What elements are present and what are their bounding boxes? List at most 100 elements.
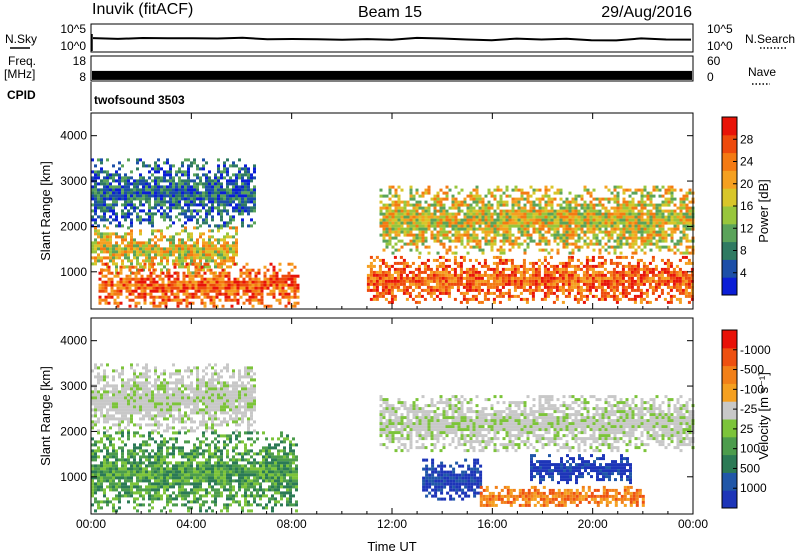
echo-cell: [559, 233, 563, 237]
echo-cell: [110, 292, 114, 296]
echo-cell: [409, 248, 413, 252]
echo-cell: [91, 176, 94, 180]
echo-cell: [532, 188, 536, 192]
echo-cell: [160, 194, 163, 198]
echo-cell: [576, 297, 580, 301]
freq-right-tick-bottom: 0: [707, 70, 714, 84]
echo-cell: [540, 288, 544, 292]
echo-cell: [453, 282, 457, 286]
echo-cell: [214, 179, 217, 183]
echo-cell: [106, 176, 109, 180]
echo-cell: [142, 399, 145, 403]
echo-cell: [496, 215, 500, 219]
echo-cell: [547, 209, 551, 213]
echo-cell: [172, 203, 175, 207]
echo-cell: [200, 301, 204, 305]
echo-cell: [610, 206, 614, 210]
echo-cell: [181, 179, 184, 183]
echo-cell: [109, 426, 112, 430]
echo-cell: [406, 221, 410, 225]
echo-cell: [415, 215, 419, 219]
echo-cell: [660, 258, 664, 262]
echo-cell: [609, 288, 613, 292]
echo-cell: [217, 241, 220, 245]
echo-cell: [502, 230, 506, 234]
echo-cell: [472, 200, 476, 204]
echo-cell: [139, 408, 142, 412]
echo-cell: [639, 297, 643, 301]
echo-cell: [221, 292, 225, 296]
echo-cell: [242, 280, 246, 284]
echo-cell: [232, 235, 235, 239]
echo-cell: [181, 259, 184, 263]
echo-cell: [543, 270, 547, 274]
echo-cell: [442, 215, 446, 219]
echo-cell: [616, 209, 620, 213]
echo-cell: [163, 215, 166, 219]
echo-cell: [679, 242, 683, 246]
echo-cell: [544, 236, 548, 240]
echo-cell: [541, 236, 545, 240]
echo-cell: [94, 259, 97, 263]
echo-cell: [523, 227, 527, 231]
echo-cell: [670, 188, 674, 192]
echo-cell: [555, 267, 559, 271]
echo-cell: [612, 270, 616, 274]
echo-cell: [118, 224, 121, 228]
echo-cell: [460, 188, 464, 192]
echo-cell: [233, 295, 237, 299]
echo-cell: [499, 209, 503, 213]
echo-cell: [613, 239, 617, 243]
echo-cell: [469, 215, 473, 219]
echo-cell: [137, 286, 141, 290]
echo-cell: [208, 179, 211, 183]
echo-cell: [290, 295, 294, 299]
echo-cell: [94, 191, 97, 195]
echo-cell: [625, 224, 629, 228]
echo-cell: [447, 273, 451, 277]
echo-cell: [196, 185, 199, 189]
echo-cell: [534, 261, 538, 265]
echo-cell: [607, 221, 611, 225]
echo-cell: [125, 289, 129, 293]
echo-cell: [238, 197, 241, 201]
echo-cell: [598, 221, 602, 225]
echo-cell: [151, 185, 154, 189]
echo-cell: [91, 256, 94, 260]
echo-cell: [190, 232, 193, 236]
echo-cell: [418, 221, 422, 225]
echo-cell: [615, 285, 619, 289]
echo-cell: [646, 227, 650, 231]
echo-cell: [205, 179, 208, 183]
echo-cell: [658, 245, 662, 249]
echo-cell: [550, 200, 554, 204]
echo-cell: [564, 282, 568, 286]
echo-cell: [586, 218, 590, 222]
echo-cell: [649, 242, 653, 246]
echo-cell: [394, 224, 398, 228]
echo-cell: [504, 267, 508, 271]
echo-cell: [640, 200, 644, 204]
echo-cell: [660, 267, 664, 271]
echo-cell: [235, 226, 238, 230]
echo-cell: [654, 282, 658, 286]
echo-cell: [643, 188, 647, 192]
echo-cell: [655, 233, 659, 237]
echo-cell: [598, 197, 602, 201]
echo-cell: [658, 212, 662, 216]
echo-cell: [646, 191, 650, 195]
echo-cell: [118, 191, 121, 195]
echo-cell: [655, 218, 659, 222]
echo-cell: [487, 221, 491, 225]
echo-cell: [107, 292, 111, 296]
echo-cell: [438, 264, 442, 268]
echo-cell: [97, 372, 100, 376]
echo-cell: [130, 221, 133, 225]
echo-cell: [520, 227, 524, 231]
echo-cell: [106, 197, 109, 201]
echo-cell: [490, 203, 494, 207]
echo-cell: [586, 245, 590, 249]
echo-cell: [433, 236, 437, 240]
echo-cell: [148, 215, 151, 219]
echo-cell: [247, 176, 250, 180]
